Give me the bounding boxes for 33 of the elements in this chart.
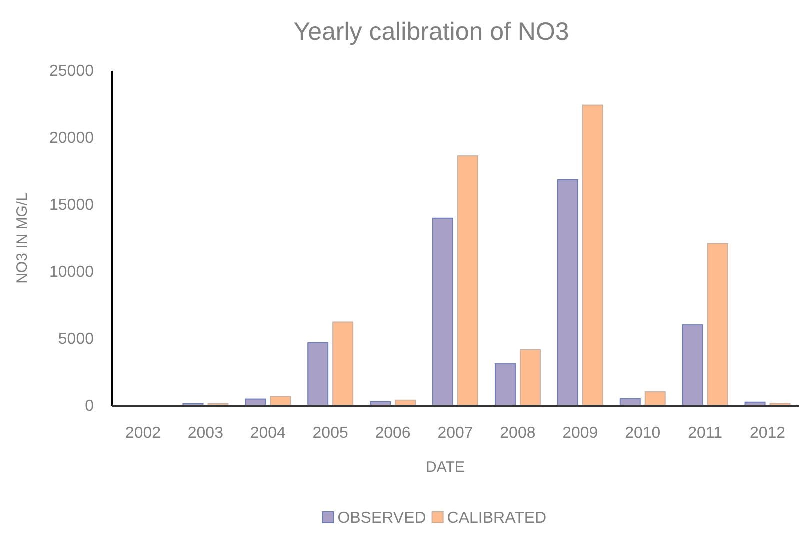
- y-tick-label: 20000: [50, 130, 94, 147]
- bar: [332, 322, 354, 406]
- x-tick-label: 2007: [438, 425, 474, 442]
- x-tick-label: 2006: [375, 425, 411, 442]
- x-tick-label: 2010: [625, 425, 661, 442]
- chart-title: Yearly calibration of NO3: [294, 18, 570, 46]
- y-tick-label: 15000: [50, 197, 94, 214]
- bar: [520, 349, 541, 406]
- x-tick-label: 2004: [250, 425, 286, 442]
- x-tick-label: 2003: [188, 425, 224, 442]
- bar: [582, 104, 604, 406]
- bar: [644, 392, 666, 406]
- y-axis-title: NO3 IN MG/L: [14, 193, 31, 284]
- bar: [557, 179, 578, 406]
- x-tick-label: 2008: [500, 425, 536, 442]
- x-tick-label: 2002: [125, 425, 162, 442]
- x-tick-label: 2005: [312, 425, 348, 442]
- x-tick-label: 2011: [688, 425, 723, 442]
- bar: [494, 364, 516, 406]
- bar: [308, 342, 329, 406]
- x-tick-label: 2009: [562, 425, 598, 442]
- bar: [432, 218, 454, 406]
- bar: [458, 156, 478, 406]
- y-tick-label: 10000: [50, 264, 94, 281]
- bar: [682, 324, 704, 406]
- y-tick-label: 5000: [58, 331, 94, 348]
- legend-label: OBSERVED: [338, 510, 426, 527]
- legend-label: CALIBRATED: [447, 510, 547, 527]
- x-axis-title: DATE: [426, 459, 465, 476]
- y-tick-label: 25000: [50, 63, 94, 80]
- x-tick-label: 2012: [750, 425, 786, 442]
- bar: [707, 243, 728, 406]
- y-tick-label: 0: [85, 398, 94, 415]
